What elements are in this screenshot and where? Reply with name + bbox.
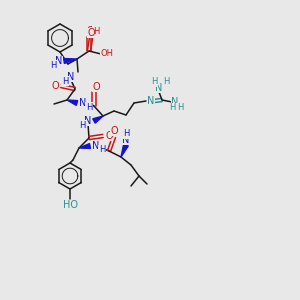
Text: O: O [88,28,94,37]
Text: O: O [110,126,118,136]
Text: O: O [86,26,94,36]
Polygon shape [93,116,103,123]
Text: H: H [169,103,175,112]
Text: N: N [147,96,155,106]
Text: O: O [51,81,59,91]
Text: H: H [79,121,85,130]
Text: H: H [50,61,56,70]
Text: H: H [93,26,99,35]
Text: H: H [62,76,68,85]
Text: N: N [84,116,92,126]
Text: O: O [92,82,100,92]
Polygon shape [121,144,128,157]
Text: OH: OH [100,50,113,58]
Text: H: H [151,77,157,86]
Text: O: O [87,28,95,38]
Text: H: H [163,77,169,86]
Text: N: N [55,56,63,66]
Text: H: H [123,130,129,139]
Polygon shape [79,143,90,148]
Polygon shape [64,58,77,64]
Text: H: H [92,28,98,37]
Text: H: H [177,103,183,112]
Text: N: N [67,72,75,82]
Text: N: N [155,83,163,93]
Text: H: H [99,146,105,154]
Text: N: N [122,135,130,145]
Text: N: N [79,98,87,108]
Text: N: N [171,97,179,107]
Text: H: H [86,103,92,112]
Text: HO: HO [62,200,77,210]
Text: O: O [105,131,113,141]
Text: N: N [92,141,100,151]
Polygon shape [67,100,78,105]
